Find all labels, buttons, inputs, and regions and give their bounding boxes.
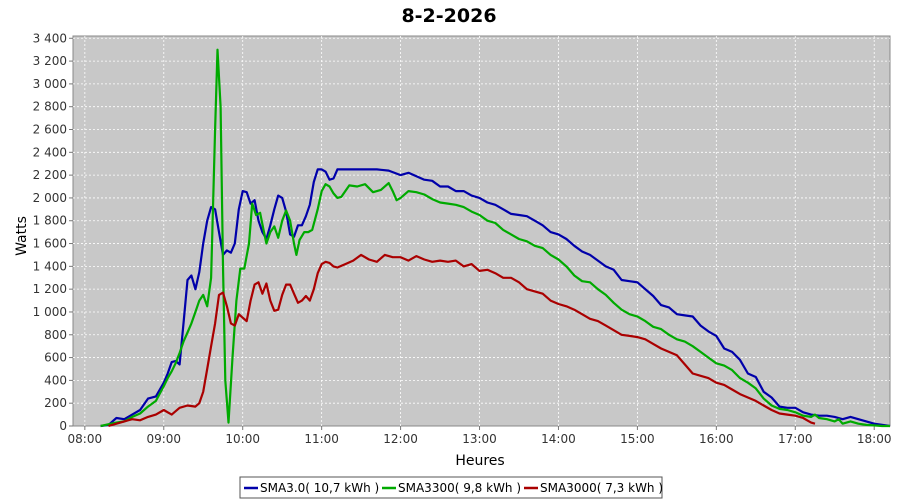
legend-label: SMA3000( 7,3 kWh ) xyxy=(540,481,663,495)
y-tick-label: 2 200 xyxy=(33,168,67,182)
y-tick-label: 2 000 xyxy=(33,191,67,205)
x-tick-label: 18:00 xyxy=(857,432,892,446)
plot-area xyxy=(72,35,891,427)
x-tick-label: 16:00 xyxy=(699,432,734,446)
x-tick-label: 12:00 xyxy=(383,432,418,446)
y-tick-label: 400 xyxy=(44,373,67,387)
series-line-2 xyxy=(108,253,816,428)
x-axis: 08:00 09:00 10:00 11:00 12:00 13:00 14:00 15:00… xyxy=(68,426,892,446)
x-tick-label: 14:00 xyxy=(541,432,576,446)
chart-title: 8-2-2026 xyxy=(401,5,496,27)
y-tick-label: 200 xyxy=(44,396,67,410)
legend-label: SMA3300( 9,8 kWh ) xyxy=(398,481,521,495)
y-axis-label: Watts xyxy=(14,216,30,256)
y-tick-label: 3 000 xyxy=(33,77,67,91)
series-line-0 xyxy=(100,168,891,428)
x-tick-label: 15:00 xyxy=(620,432,655,446)
series-line-1 xyxy=(100,48,890,428)
y-tick-label: 600 xyxy=(44,351,67,365)
y-tick-label: 1 400 xyxy=(33,259,67,273)
y-tick-label: 3 200 xyxy=(33,54,67,68)
y-tick-label: 0 xyxy=(59,419,67,433)
y-tick-label: 2 600 xyxy=(33,123,67,137)
y-tick-label: 2 400 xyxy=(33,145,67,159)
series-lines xyxy=(100,48,891,428)
legend: SMA3.0( 10,7 kWh ) SMA3300( 9,8 kWh ) SMA3… xyxy=(239,476,663,499)
legend-box xyxy=(239,476,663,499)
y-tick-label: 2 800 xyxy=(33,100,67,114)
legend-label: SMA3.0( 10,7 kWh ) xyxy=(260,481,379,495)
y-tick-label: 1 000 xyxy=(33,305,67,319)
y-tick-label: 1 600 xyxy=(33,237,67,251)
y-tick-label: 800 xyxy=(44,328,67,342)
x-tick-label: 11:00 xyxy=(304,432,339,446)
y-tick-label: 1 200 xyxy=(33,282,67,296)
y-tick-label: 1 800 xyxy=(33,214,67,228)
x-tick-label: 13:00 xyxy=(462,432,497,446)
x-tick-label: 17:00 xyxy=(778,432,813,446)
x-tick-label: 09:00 xyxy=(146,432,181,446)
x-tick-label: 10:00 xyxy=(225,432,260,446)
y-axis: 0 200 400 600 800 1 000 1 200 1 400 1 600 1 800 2 … xyxy=(33,31,73,433)
x-tick-label: 08:00 xyxy=(68,432,103,446)
y-tick-label: 3 400 xyxy=(33,31,67,45)
x-axis-label: Heures xyxy=(455,453,504,469)
